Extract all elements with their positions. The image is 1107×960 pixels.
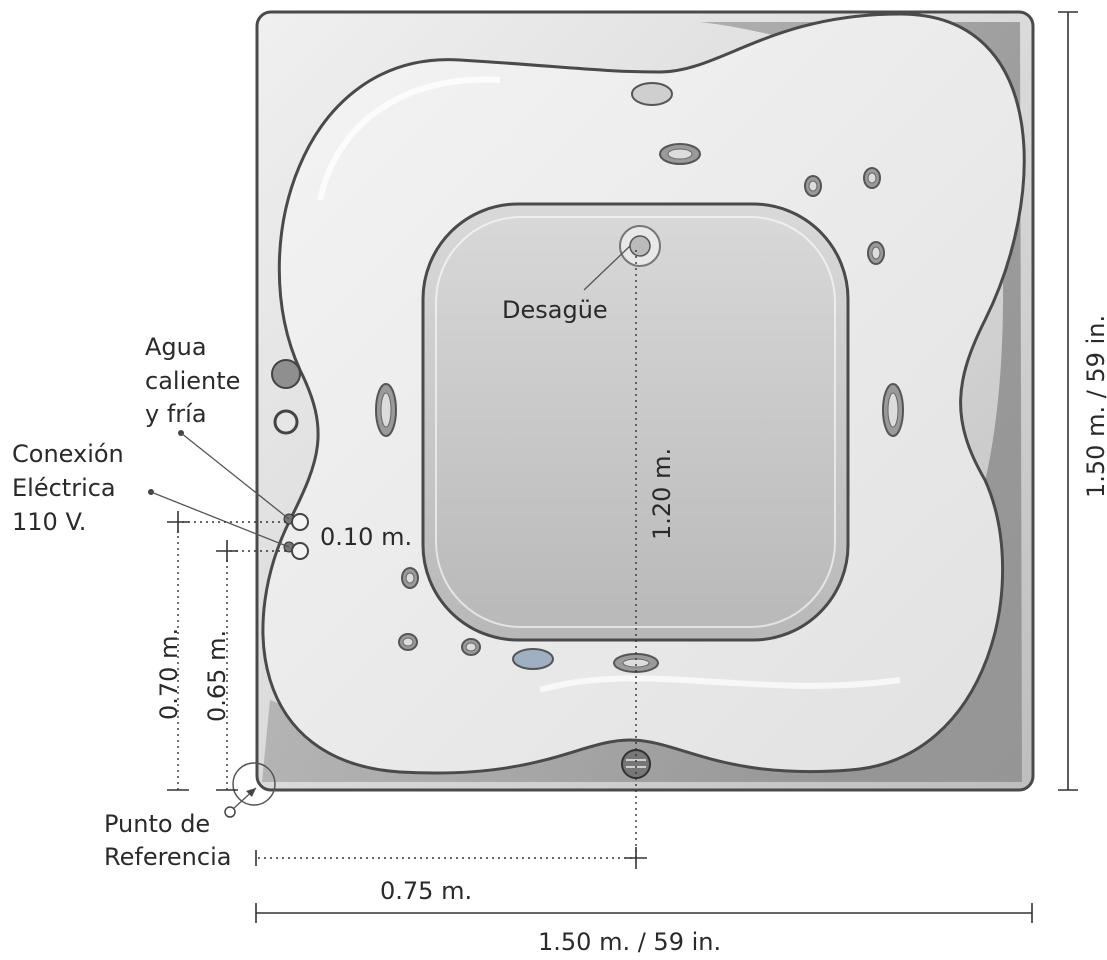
valve-icon [273,409,299,435]
jet-icon [867,172,877,184]
jet-icon [887,392,899,428]
electric-connection-ring [291,542,309,560]
drain-inner [629,235,651,257]
jet-icon [808,180,818,192]
drain-label: Desagüe [502,296,608,324]
water-connection-ring [291,513,309,531]
total-height-label: 1.50 m. / 59 in. [1082,315,1107,498]
jet-icon [405,572,415,584]
jet-icon [402,637,414,647]
reference-point-circle [232,762,276,806]
water-label-line2: caliente [145,367,240,395]
electric-label-line3: 110 V. [12,508,86,536]
drain-distance-label: 1.20 m. [648,448,676,540]
shell-highlight [317,76,501,201]
drain-offset-label: 0.75 m. [380,877,472,905]
electric-label-line2: Eléctrica [12,474,116,502]
shell-highlight-lower [539,675,901,693]
electric-height-label: 0.65 m. [203,630,231,722]
jet-icon [667,148,693,160]
valve-icon [271,359,301,389]
reference-label-line2: Referencia [104,843,231,871]
footwell-inner [435,216,836,628]
reference-label-line1: Punto de [104,810,210,838]
jet-icon [512,648,554,670]
water-height-label: 0.70 m. [155,628,183,720]
water-label-line1: Agua [145,333,207,361]
connection-spacing-label: 0.10 m. [320,523,412,551]
jets [375,143,904,673]
jet-icon [871,246,881,260]
electric-label-line1: Conexión [12,440,124,468]
top-pillow-fitting [631,82,673,106]
water-label-line3: y fría [145,400,207,428]
jet-icon [465,642,477,652]
total-width-label: 1.50 m. / 59 in. [538,928,721,955]
jet-icon [380,392,392,428]
